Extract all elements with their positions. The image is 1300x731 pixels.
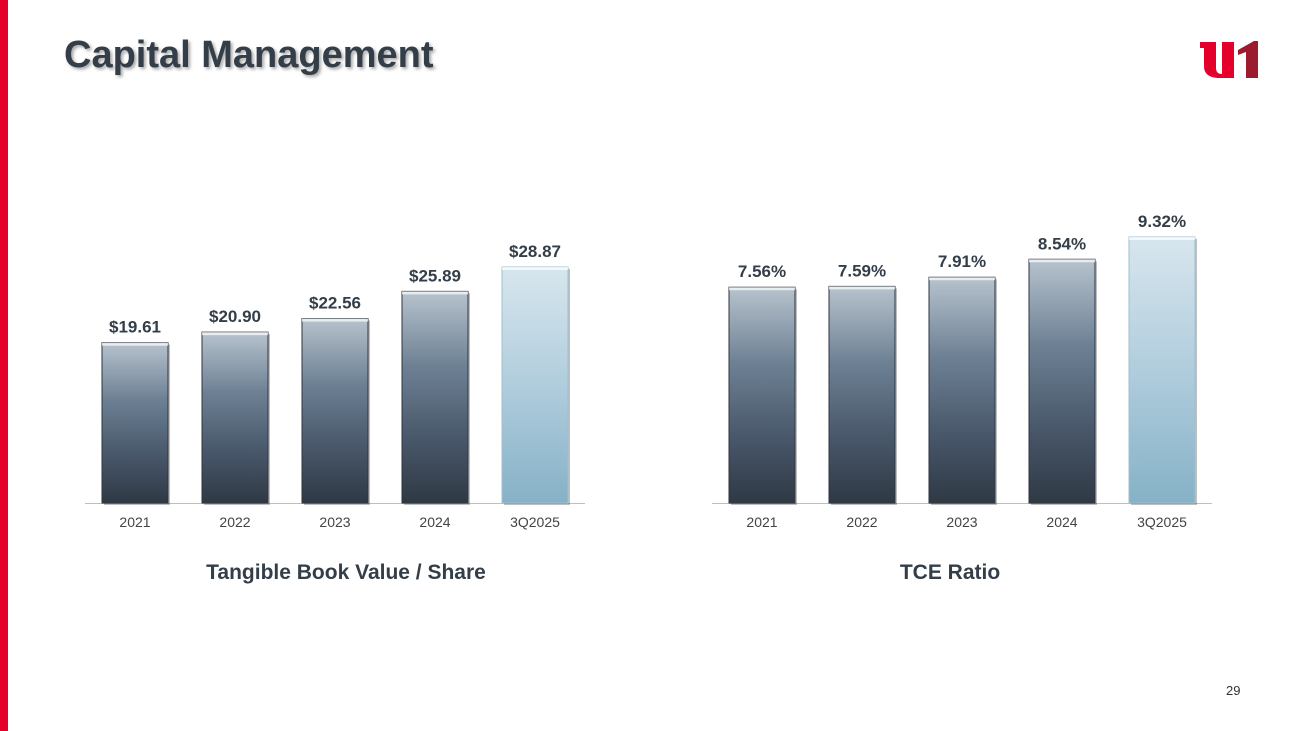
x-tick-label: 2022 (219, 514, 250, 530)
data-label: 7.56% (738, 262, 786, 281)
bar (501, 266, 569, 504)
data-label: 8.54% (1038, 234, 1086, 253)
bar-highlight (729, 287, 795, 291)
bar (728, 286, 796, 504)
x-tick-label: 2022 (846, 514, 877, 530)
data-label: $20.90 (209, 307, 261, 326)
data-label: 7.59% (838, 261, 886, 280)
chart-title-tce: TCE Ratio (899, 561, 1001, 584)
x-tick-label: 2021 (746, 514, 777, 530)
x-tick-label: 3Q2025 (1137, 514, 1187, 530)
data-label: $28.87 (509, 242, 561, 261)
data-label: $25.89 (409, 266, 461, 285)
bar-highlight (302, 318, 368, 322)
page-number: 29 (1226, 683, 1241, 698)
bar (301, 318, 369, 504)
bar (1128, 236, 1196, 504)
x-tick-label: 3Q2025 (510, 514, 560, 530)
company-logo (1200, 41, 1258, 78)
chart-title-tbv: Tangible Book Value / Share (206, 561, 486, 584)
x-tick-label: 2023 (319, 514, 350, 530)
data-label: 7.91% (938, 252, 986, 271)
bar (201, 331, 269, 504)
bar-highlight (929, 277, 995, 281)
x-tick-label: 2024 (419, 514, 450, 530)
bar (928, 276, 996, 504)
bar-highlight (1129, 237, 1195, 240)
data-label: $22.56 (309, 294, 361, 313)
bar-highlight (1029, 259, 1095, 263)
x-tick-label: 2024 (1046, 514, 1077, 530)
bar-highlight (202, 332, 268, 336)
bar-highlight (829, 286, 895, 290)
page-title: Capital Management (64, 34, 434, 76)
bar (101, 342, 169, 504)
bar (401, 290, 469, 504)
bar (828, 285, 896, 504)
bar-highlight (102, 342, 168, 346)
x-tick-label: 2021 (119, 514, 150, 530)
bar-highlight (502, 267, 568, 270)
x-tick-label: 2023 (946, 514, 977, 530)
bar-highlight (402, 291, 468, 295)
data-label: 9.32% (1138, 212, 1186, 231)
accent-bar (0, 0, 8, 731)
bar (1028, 258, 1096, 504)
data-label: $19.61 (109, 318, 161, 337)
